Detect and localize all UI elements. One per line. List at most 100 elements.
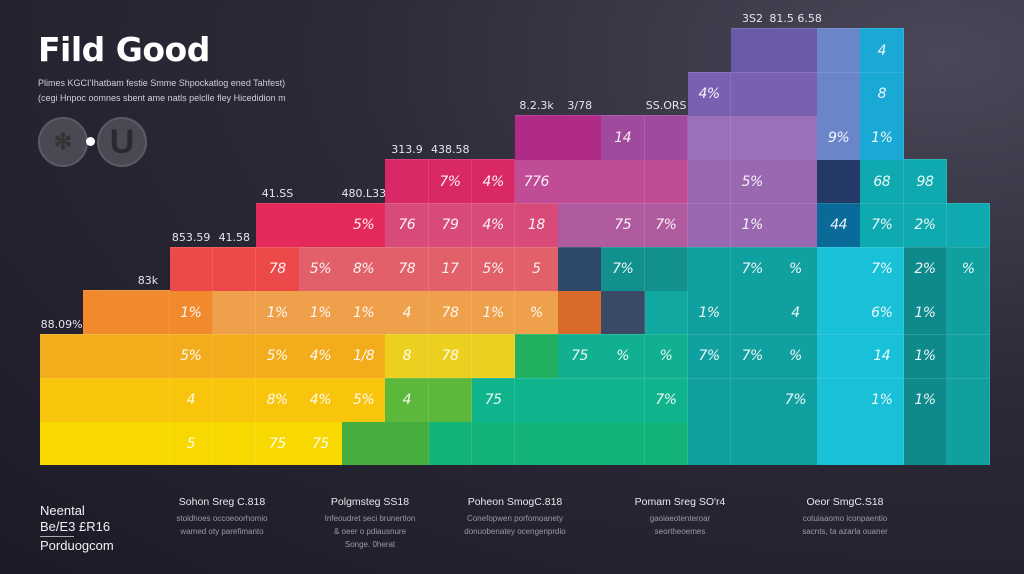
heatmap-cell: 14 [860, 333, 905, 379]
column-top-label: 41.SS [261, 186, 294, 200]
cell-label: 5% [266, 348, 289, 365]
heatmap-cell [946, 290, 991, 335]
heatmap-cell [212, 421, 257, 466]
footer-text: stoldhoes occoeoorhomio [176, 514, 268, 523]
heatmap-cell [255, 202, 300, 247]
heatmap-cell [299, 202, 343, 247]
heatmap-cell [342, 421, 386, 466]
heatmap-cell: 4 [860, 28, 905, 73]
footer-text: Songe. 0herat [344, 540, 396, 549]
heatmap-cell: 7% [644, 202, 689, 247]
heatmap-cell: 76 [385, 202, 430, 247]
cell-label: 78 [441, 304, 459, 321]
heatmap-cell [730, 377, 775, 422]
cell-label: 7% [655, 217, 677, 234]
heatmap-cell [730, 290, 775, 335]
footer-heading: Sohon Sreg C.818 [178, 496, 266, 508]
heatmap-cell [644, 246, 689, 291]
cell-label: 8% [266, 392, 289, 409]
divider [40, 536, 74, 537]
heatmap-cell [558, 246, 602, 291]
heatmap-cell: 4 [385, 290, 430, 335]
heatmap-cell: 8% [342, 246, 386, 291]
footer-text: donuobenatey ocengenprdio [464, 527, 566, 536]
heatmap-cell: 79 [428, 202, 473, 247]
cell-label: 7% [871, 261, 893, 278]
heatmap-cell: 78 [255, 246, 300, 291]
heatmap-cell [946, 333, 991, 379]
column-top-label: 3/78 [567, 99, 593, 113]
heatmap-cell [730, 421, 775, 466]
cell-label: 98 [916, 173, 934, 190]
heatmap-cell: 8% [255, 377, 300, 422]
heatmap-cell: 78 [428, 333, 473, 379]
legend-line: Porduogcom [40, 538, 114, 553]
heatmap-cell: 4 [169, 377, 214, 422]
heatmap-cell: 776 [515, 159, 559, 204]
cell-label: 1% [871, 392, 893, 409]
heatmap-cell [385, 421, 430, 466]
heatmap-cell: 4% [471, 202, 516, 247]
heatmap-cell [644, 421, 689, 466]
heatmap-cell: 7% [860, 246, 905, 291]
cell-label: 4 [186, 392, 196, 409]
footer-text: cotuiaaomo iconpaentio [802, 514, 888, 523]
heatmap-cell: 1% [860, 115, 905, 160]
heatmap-cell [428, 421, 473, 466]
heatmap-cell: 68 [860, 159, 905, 204]
heatmap-cell [212, 333, 257, 379]
cell-label: 6% [871, 304, 893, 321]
heatmap-cell [126, 377, 171, 422]
cell-label: 7% [741, 261, 764, 278]
heatmap-cell [817, 377, 861, 422]
cell-label: 2% [914, 217, 936, 234]
cell-label: 1% [180, 304, 202, 321]
heatmap-cell [687, 421, 732, 466]
footer-text: Infeoudret seci brunertion [324, 514, 416, 523]
cell-label: 75 [614, 217, 632, 234]
heatmap-cell [169, 246, 214, 291]
subtitle-line: Plimes KGCI'Ihatbam festie Smme Shpockat… [38, 78, 286, 88]
heatmap-cell: 5% [255, 333, 300, 379]
legend-line: Neental [40, 503, 85, 518]
footer-column: Poheon SmogC.818 Conefopwen porfomoanety d… [435, 496, 595, 538]
heatmap-cell [601, 290, 646, 335]
heatmap-cell: 78 [385, 246, 430, 291]
cell-label: 7% [741, 348, 764, 365]
cell-label: 75 [484, 392, 502, 409]
cell-label: 5% [309, 261, 332, 278]
column-top-label: 3S2 [742, 12, 763, 25]
heatmap-cell [687, 246, 732, 291]
heatmap-cell [946, 421, 991, 466]
heatmap-cell [644, 290, 689, 335]
heatmap-cell: 5% [342, 377, 386, 422]
column-top-label: 8.2.3k [519, 99, 554, 113]
heatmap-cell [471, 421, 516, 466]
cell-label: 9% [827, 129, 850, 146]
cell-label: 4 [877, 42, 887, 59]
cell-label: 1/8 [353, 348, 375, 365]
footer-text: wamed oty parefimanto [180, 527, 264, 536]
heatmap-cell [687, 159, 732, 204]
heatmap-cell [817, 333, 861, 379]
heatmap-cell [774, 28, 818, 73]
globe-icon: ✻ [38, 117, 88, 167]
cell-label: 1% [741, 217, 764, 234]
footer-column: Polgmsteg SS18 Infeoudret seci brunertion… [290, 496, 450, 551]
heatmap-cell [126, 421, 171, 466]
heatmap-cell [212, 246, 257, 291]
heatmap-cell [515, 333, 559, 379]
heatmap-cell: 1% [299, 290, 343, 335]
cell-label: 2% [914, 261, 936, 278]
cell-label: 4 [402, 304, 412, 321]
cell-label: 75 [268, 435, 286, 452]
heatmap-cell: 4% [471, 159, 516, 204]
legend: Neental Be/E3 £R16 Porduogcom [40, 503, 114, 554]
heatmap-cell: 8 [860, 71, 905, 116]
heatmap-cell [774, 421, 818, 466]
heatmap-cell: 1% [860, 377, 905, 422]
heatmap-cell: 98 [903, 159, 948, 204]
cell-label: 1% [871, 129, 893, 146]
heatmap-cell: % [774, 333, 818, 379]
